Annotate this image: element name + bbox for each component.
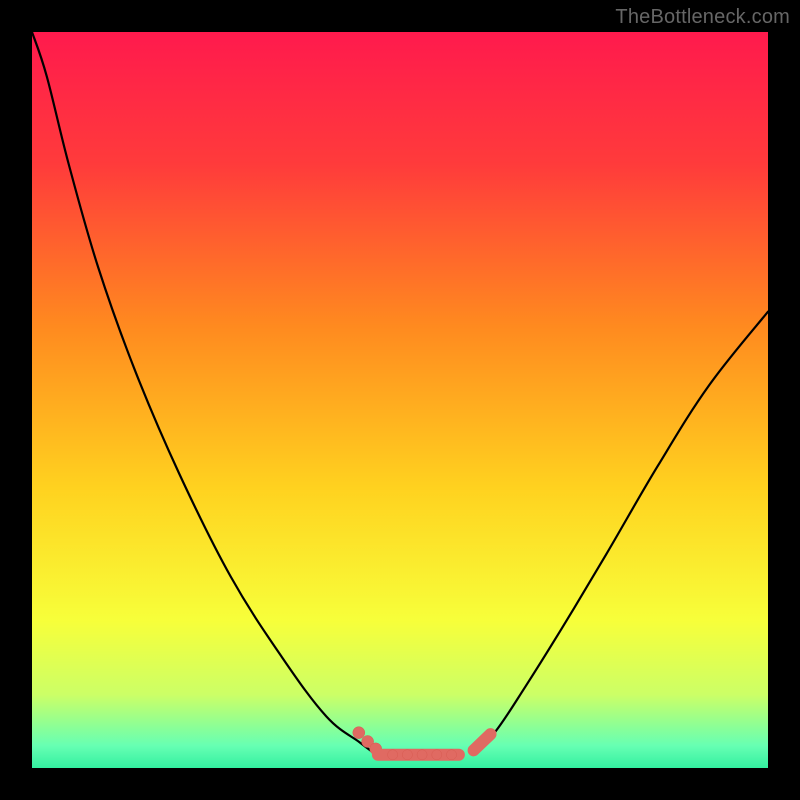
- watermark-text: TheBottleneck.com: [615, 6, 790, 29]
- marker-bottom-dot: [402, 750, 412, 760]
- right-curve: [474, 312, 768, 754]
- left-curve: [32, 32, 374, 753]
- marker-left-dot: [353, 727, 365, 739]
- marker-right-bar: [474, 734, 491, 750]
- marker-bottom-dot: [446, 750, 456, 760]
- marker-bottom-dot: [417, 750, 427, 760]
- chart-stage: TheBottleneck.com: [0, 0, 800, 800]
- plot-area: [32, 32, 768, 768]
- marker-bottom-dot: [432, 750, 442, 760]
- marker-bottom-dot: [388, 750, 398, 760]
- curves-layer: [32, 32, 768, 768]
